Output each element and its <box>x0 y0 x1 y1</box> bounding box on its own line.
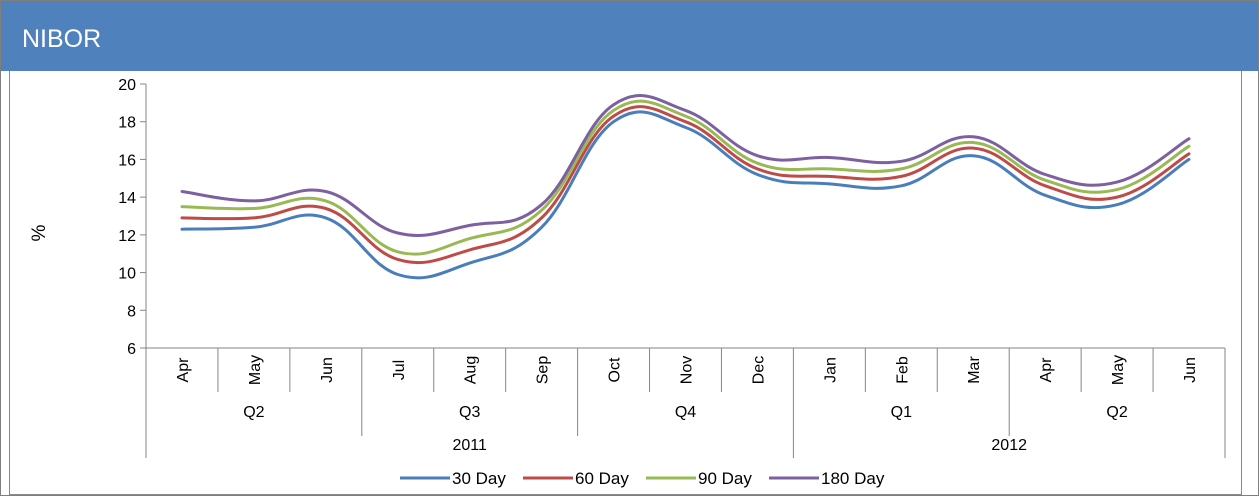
x-tick-label: Dec <box>750 356 767 384</box>
x-tick-label: Jun <box>319 357 336 383</box>
quarter-label: Q1 <box>891 404 912 421</box>
legend-label: 60 Day <box>575 469 629 488</box>
legend-label: 180 Day <box>821 469 885 488</box>
x-tick-label: Nov <box>679 356 696 384</box>
year-label: 2012 <box>991 437 1027 454</box>
y-tick-label: 18 <box>118 115 136 132</box>
y-tick-label: 16 <box>118 152 136 169</box>
x-tick-label: Apr <box>175 357 192 383</box>
quarter-label: Q4 <box>675 404 696 421</box>
plot-area-border <box>9 71 1242 495</box>
y-tick-label: 12 <box>118 228 136 245</box>
series-line-60-day <box>180 105 1191 265</box>
y-tick-label: 6 <box>127 341 136 358</box>
y-axis-title: % <box>29 224 50 241</box>
y-tick-label: 8 <box>127 303 136 320</box>
x-tick-label: Mar <box>966 356 983 384</box>
legend-label: 90 Day <box>698 469 752 488</box>
y-tick-label: 14 <box>118 190 136 207</box>
x-tick-label: Jan <box>822 357 839 383</box>
quarter-label: Q3 <box>459 404 480 421</box>
x-tick-label: Apr <box>1038 357 1055 383</box>
year-label: 2011 <box>452 437 487 454</box>
x-tick-label: Jun <box>1182 357 1199 383</box>
quarter-label: Q2 <box>1106 404 1127 421</box>
title-bar: NIBOR <box>1 1 1258 71</box>
legend-label: 30 Day <box>452 469 506 488</box>
y-tick-label: 20 <box>118 77 136 94</box>
x-tick-label: Sep <box>535 356 552 385</box>
quarter-label: Q2 <box>243 404 264 421</box>
x-tick-label: Oct <box>607 357 624 382</box>
y-tick-label: 10 <box>118 266 136 283</box>
panel-title: NIBOR <box>22 25 102 53</box>
series-line-30-day <box>180 110 1191 280</box>
series-line-90-day <box>180 99 1191 256</box>
x-tick-label: Feb <box>894 356 911 384</box>
x-tick-label: Jul <box>391 360 408 380</box>
series-line-180-day <box>180 94 1191 237</box>
x-tick-label: May <box>247 355 264 385</box>
x-tick-label: May <box>1110 355 1127 385</box>
x-tick-label: Aug <box>463 356 480 384</box>
